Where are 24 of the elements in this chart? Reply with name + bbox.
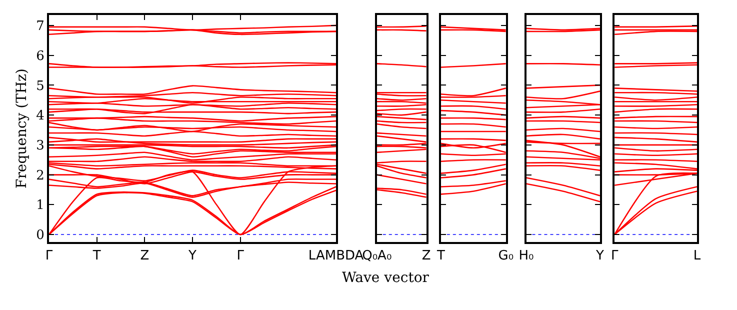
x-tick-label: LAMBDA bbox=[308, 248, 364, 264]
x-tick-label: Γ bbox=[236, 248, 245, 264]
x-tick-label: Γ bbox=[610, 248, 619, 264]
y-tick-label: 7 bbox=[36, 19, 44, 34]
y-tick-label: 0 bbox=[36, 228, 44, 244]
x-tick-label: H₀ bbox=[518, 248, 534, 264]
x-tick-label: G₀ bbox=[498, 248, 514, 264]
x-tick-label: Y bbox=[188, 248, 197, 264]
x-tick-label: L bbox=[693, 248, 702, 264]
x-axis-title: Wave vector bbox=[342, 270, 430, 286]
y-tick-label: 2 bbox=[36, 168, 44, 184]
y-tick-label: 5 bbox=[36, 78, 44, 94]
x-tick-label: Γ bbox=[45, 248, 54, 264]
x-tick-label: Z bbox=[140, 248, 150, 264]
y-tick-label: 4 bbox=[36, 108, 44, 124]
y-axis-title: Frequency (THz) bbox=[14, 68, 30, 189]
y-tick-label: 1 bbox=[36, 198, 44, 214]
x-tick-label: T bbox=[92, 248, 101, 264]
x-tick-label: T bbox=[436, 248, 445, 264]
x-tick-label: Y bbox=[595, 248, 604, 264]
y-tick-label: 3 bbox=[36, 138, 44, 154]
x-tick-label: Q₀A₀ bbox=[362, 248, 392, 264]
x-tick-label: Z bbox=[422, 248, 431, 264]
y-tick-label: 6 bbox=[36, 48, 44, 64]
